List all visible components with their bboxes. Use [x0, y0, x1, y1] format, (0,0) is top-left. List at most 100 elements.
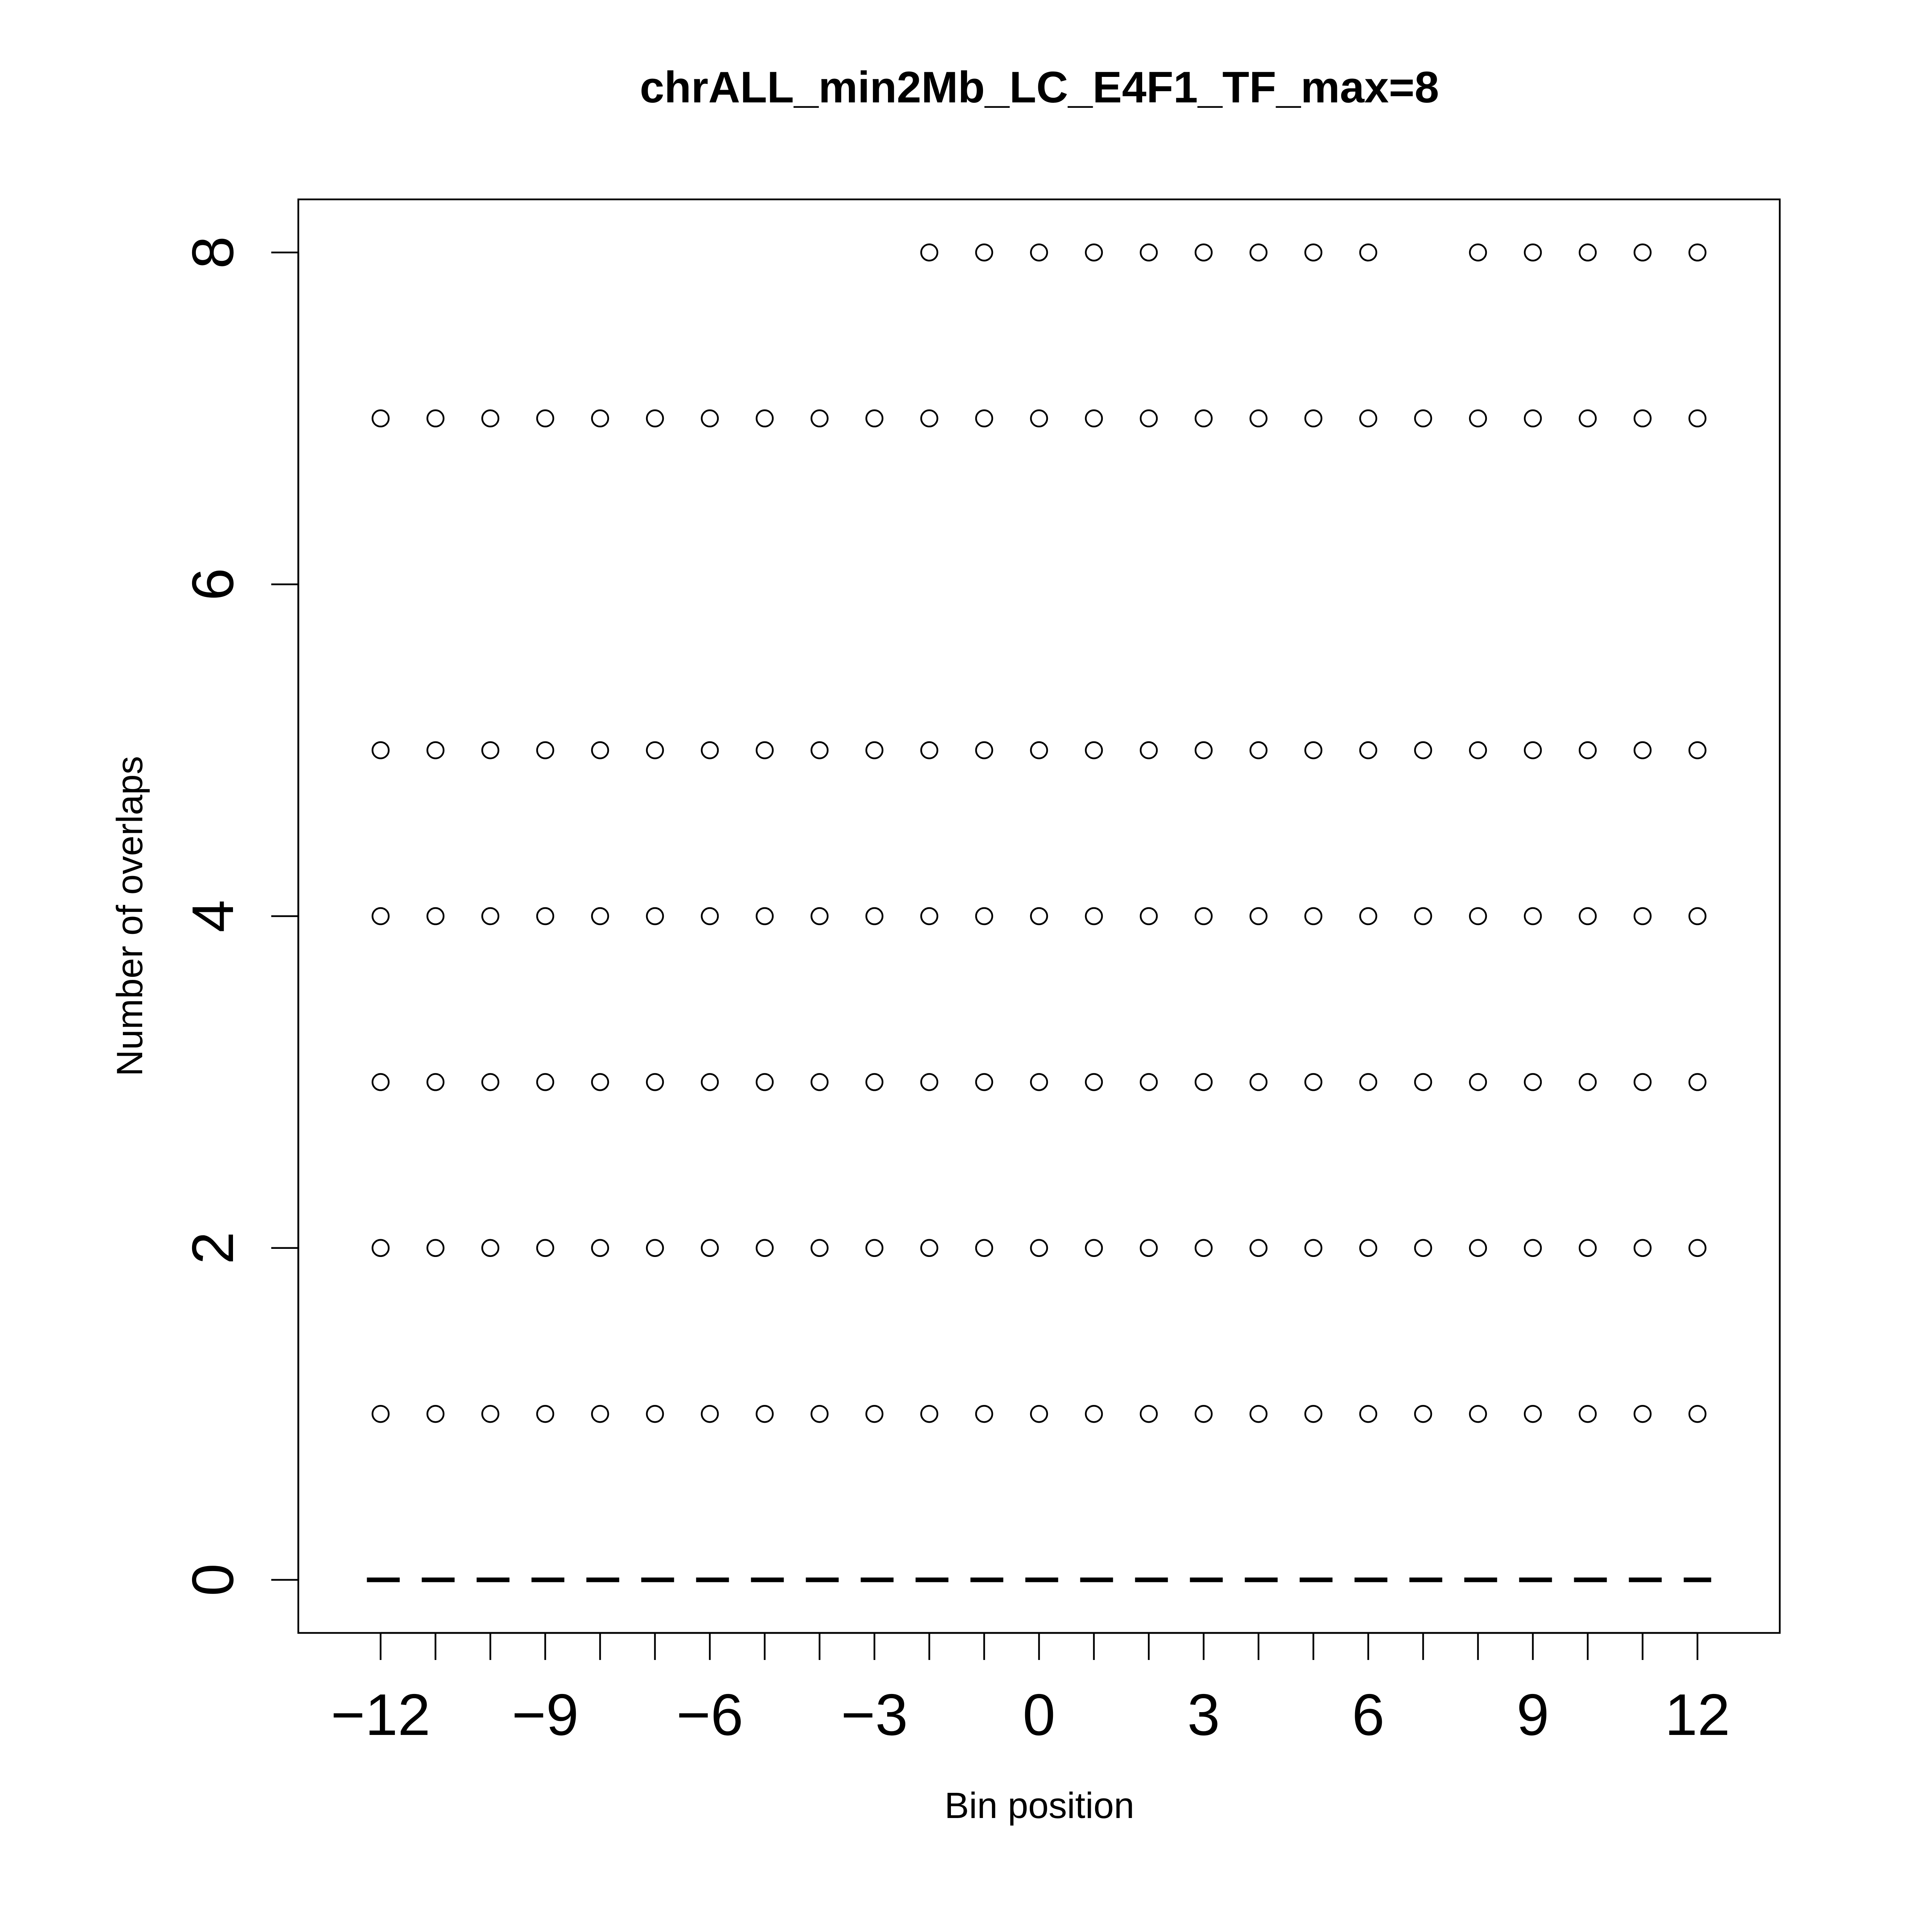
data-point — [865, 1405, 884, 1423]
data-point — [1688, 1239, 1707, 1257]
data-point — [1139, 243, 1158, 262]
data-point — [1633, 907, 1652, 925]
data-point — [1194, 1405, 1213, 1423]
chart-title: chrALL_min2Mb_LC_E4F1_TF_max=8 — [640, 63, 1439, 112]
data-point — [1194, 1073, 1213, 1091]
data-point — [646, 1405, 664, 1423]
data-point — [646, 1239, 664, 1257]
data-point — [1194, 907, 1213, 925]
data-point — [1359, 741, 1378, 759]
data-point — [1085, 1405, 1103, 1423]
data-point — [1469, 409, 1487, 428]
data-point — [920, 243, 939, 262]
data-point — [1359, 907, 1378, 925]
data-point — [1524, 741, 1542, 759]
data-point — [371, 409, 390, 428]
data-point — [1414, 741, 1432, 759]
data-point — [701, 907, 719, 925]
data-point — [920, 741, 939, 759]
data-point — [1469, 1239, 1487, 1257]
data-point — [1085, 741, 1103, 759]
data-point — [481, 1405, 500, 1423]
data-point — [481, 741, 500, 759]
data-point — [1304, 1405, 1323, 1423]
data-point — [426, 1405, 445, 1423]
data-point — [920, 1405, 939, 1423]
data-point — [1469, 1405, 1487, 1423]
data-point — [426, 1073, 445, 1091]
data-point — [591, 907, 609, 925]
data-point — [1249, 243, 1268, 262]
x-tick-label: 6 — [1352, 1682, 1385, 1748]
data-point — [1194, 1239, 1213, 1257]
x-tick-label: −12 — [331, 1682, 430, 1748]
data-point — [1633, 409, 1652, 428]
data-point — [1578, 409, 1597, 428]
data-point — [701, 741, 719, 759]
plot-frame — [297, 198, 1781, 1634]
x-tick-label: −9 — [512, 1682, 578, 1748]
data-point — [1469, 907, 1487, 925]
data-point — [536, 907, 554, 925]
data-point — [1359, 243, 1378, 262]
data-point — [975, 243, 993, 262]
data-point — [1688, 741, 1707, 759]
data-point — [865, 1239, 884, 1257]
data-point — [1030, 1239, 1048, 1257]
data-points — [371, 243, 1707, 1423]
data-point — [1633, 243, 1652, 262]
data-point — [810, 907, 829, 925]
data-point — [371, 741, 390, 759]
y-tick-label: 0 — [180, 1563, 246, 1596]
data-point — [920, 1073, 939, 1091]
data-point — [1139, 1073, 1158, 1091]
y-tick-label: 8 — [180, 236, 246, 269]
data-point — [371, 907, 390, 925]
data-point — [536, 1239, 554, 1257]
data-point — [1524, 1239, 1542, 1257]
data-point — [975, 1239, 993, 1257]
data-point — [1194, 409, 1213, 428]
data-point — [1524, 1073, 1542, 1091]
data-point — [810, 1239, 829, 1257]
data-point — [1414, 1405, 1432, 1423]
data-point — [426, 409, 445, 428]
data-point — [865, 907, 884, 925]
data-point — [920, 409, 939, 428]
data-point — [1414, 907, 1432, 925]
data-point — [1139, 1405, 1158, 1423]
data-point — [865, 1073, 884, 1091]
x-tick-label: 0 — [1023, 1682, 1056, 1748]
data-point — [701, 409, 719, 428]
data-point — [1359, 1073, 1378, 1091]
data-point — [810, 1073, 829, 1091]
data-point — [755, 1073, 774, 1091]
x-tick-label: 12 — [1665, 1682, 1730, 1748]
data-point — [1085, 243, 1103, 262]
data-point — [755, 1239, 774, 1257]
data-point — [1030, 409, 1048, 428]
data-point — [1633, 1239, 1652, 1257]
data-point — [1688, 1405, 1707, 1423]
data-point — [1578, 243, 1597, 262]
x-tick-label: 3 — [1187, 1682, 1220, 1748]
data-point — [1249, 1405, 1268, 1423]
data-point — [755, 741, 774, 759]
data-point — [975, 409, 993, 428]
data-point — [1139, 409, 1158, 428]
data-point — [1304, 243, 1323, 262]
data-point — [975, 907, 993, 925]
data-point — [1688, 409, 1707, 428]
y-tick-label: 6 — [180, 568, 246, 601]
x-tick-label: −6 — [676, 1682, 743, 1748]
data-point — [1139, 1239, 1158, 1257]
data-point — [536, 741, 554, 759]
data-point — [1414, 1239, 1432, 1257]
data-point — [1249, 907, 1268, 925]
data-point — [481, 1073, 500, 1091]
data-point — [1524, 907, 1542, 925]
data-point — [1524, 409, 1542, 428]
data-point — [865, 741, 884, 759]
data-point — [1359, 1405, 1378, 1423]
data-point — [426, 741, 445, 759]
